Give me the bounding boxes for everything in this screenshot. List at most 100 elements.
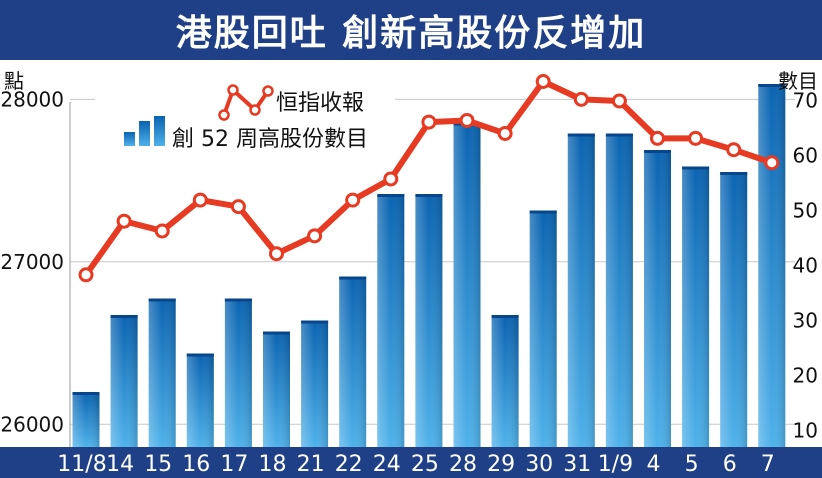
bar-shade-28 [453,122,481,447]
hsi-point-21 [307,228,323,244]
bar-cap-18 [263,331,290,335]
bar-shade-29 [491,315,519,447]
bar-cap-30 [529,210,557,214]
x-tick-label: 16 [182,452,210,477]
bar-cap-4 [644,150,671,153]
hsi-point-31 [573,91,589,107]
hsi-point-25 [421,114,437,130]
hsi-point-30 [535,73,551,89]
x-tick-label: 22 [335,452,363,477]
x-tick-label: 14 [106,452,134,477]
legend-line-marker [262,85,274,97]
bar-shade-31 [567,133,595,447]
legend-line-marker [227,84,239,96]
bar-shade-1/9 [605,133,633,447]
legend-bar-sample [139,121,150,146]
bar-cap-7 [758,84,786,87]
x-tick-label: 21 [297,452,325,477]
bar-shade-15 [148,298,176,447]
bar-shade-25 [415,194,443,447]
legend-line-sample [222,86,270,116]
chart-title: 港股回吐 創新高股份反增加 [175,13,647,54]
x-tick-label: 28 [449,452,477,477]
right-tick-label: 30 [793,309,818,333]
hsi-point-28 [459,112,475,128]
bar-cap-14 [110,315,138,318]
left-tick-label: 28000 [0,87,64,111]
bar-shade-18 [263,331,290,447]
bar-cap-15 [148,298,176,302]
right-tick-label: 10 [793,419,818,443]
bar-shade-14 [110,315,138,447]
legend-line-label: 恒指收報 [276,91,364,116]
bar-shade-5 [682,166,710,447]
legend-line-marker [249,104,261,116]
bar-shade-7 [758,84,786,447]
hsi-point-17 [230,199,246,215]
x-tick-label: 15 [144,452,172,477]
bar-cap-31 [567,133,595,137]
bar-shade-11/8 [72,392,100,447]
x-tick-label: 1/9 [598,452,633,477]
bar-cap-6 [720,172,748,175]
x-tick-label: 25 [411,452,439,477]
right-tick-label: 20 [793,364,818,388]
hsi-point-22 [345,192,361,208]
x-tick-label: 30 [525,452,553,477]
bar-cap-24 [377,194,405,197]
hsi-point-24 [383,171,399,187]
x-tick-label: 24 [373,452,401,477]
x-tick-label: 6 [723,452,737,477]
bar-cap-16 [186,353,214,357]
right-tick-label: 40 [793,254,818,278]
left-axis-unit: 點 [4,69,24,93]
right-tick-label: 70 [793,89,818,113]
bar-shade-4 [644,150,671,447]
x-tick-label: 11/8 [57,452,106,477]
legend-bar-sample [154,116,165,146]
hsi-point-6 [726,142,742,158]
left-tick-label: 26000 [0,412,64,436]
legend-bar-sample [124,132,135,146]
hsi-point-1/9 [611,93,627,109]
hsi-point-29 [497,125,513,141]
bar-cap-25 [415,194,443,197]
legend-line-marker [218,109,230,121]
bar-cap-11/8 [72,392,100,395]
left-tick-label: 27000 [0,250,64,274]
x-tick-label: 5 [685,452,699,477]
bar-shade-16 [186,353,214,447]
x-tick-label: 18 [259,452,287,477]
hsi-point-14 [116,213,132,229]
bar-shade-6 [720,172,748,447]
title-bar: 港股回吐 創新高股份反增加 [0,0,822,60]
x-tick-label: 7 [761,452,775,477]
right-tick-label: 50 [793,199,818,223]
x-tick-label: 29 [487,452,515,477]
hsi-point-15 [154,223,170,239]
bar-shade-17 [224,298,252,447]
hsi-point-7 [764,155,780,171]
bar-cap-5 [682,166,710,170]
x-tick-label: 4 [647,452,661,477]
legend-bar-label: 創 52 周高股份數目 [172,127,368,152]
bar-cap-1/9 [605,133,633,137]
bar-shade-21 [301,320,329,447]
x-tick-label: 17 [220,452,248,477]
hsi-point-18 [269,246,284,262]
x-tick-label: 31 [563,452,591,477]
right-tick-label: 60 [793,144,818,168]
bar-cap-17 [224,298,252,302]
hsi-point-11/8 [78,267,94,283]
hsi-point-4 [650,130,665,146]
bar-shade-30 [529,210,557,447]
hsi-point-5 [688,130,704,146]
right-axis-unit: 數目 [778,69,818,93]
bar-cap-21 [301,320,329,324]
bar-shade-24 [377,194,405,447]
bar-shade-22 [339,276,367,447]
hsi-point-16 [192,192,208,208]
x-axis-band [0,447,822,478]
